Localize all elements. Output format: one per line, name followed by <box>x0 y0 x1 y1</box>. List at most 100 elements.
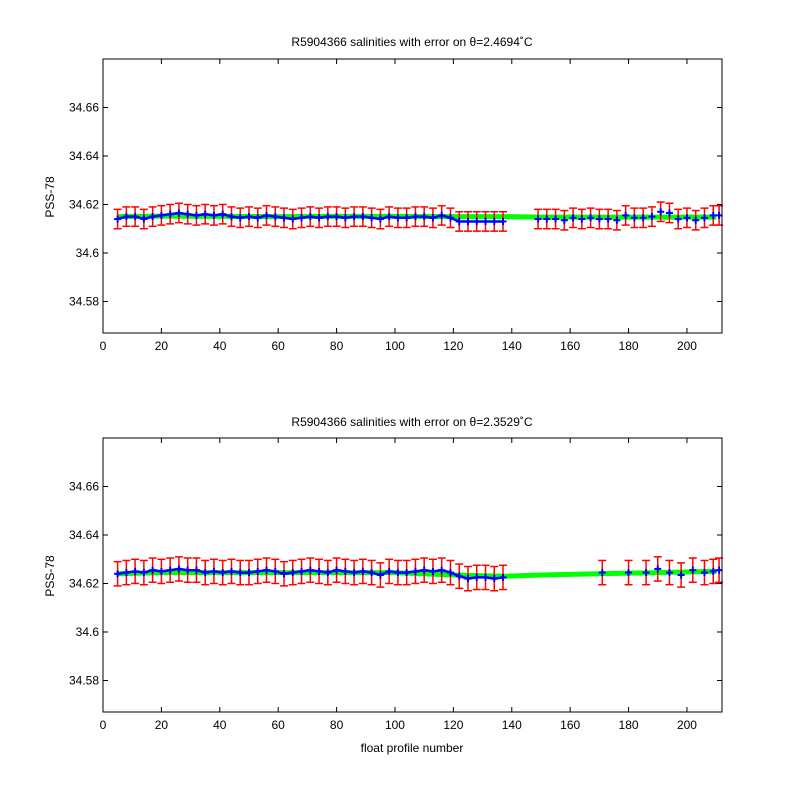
data-point <box>131 213 139 221</box>
data-point <box>403 214 411 222</box>
data-point <box>578 215 586 223</box>
data-point <box>604 215 612 223</box>
data-point <box>350 569 358 577</box>
data-point <box>210 567 218 575</box>
data-point <box>157 567 165 575</box>
data-point <box>543 215 551 223</box>
data-point <box>271 567 279 575</box>
data-point <box>201 569 209 577</box>
plot-frame <box>102 58 723 334</box>
data-point <box>385 567 393 575</box>
data-point <box>131 567 139 575</box>
data-point <box>473 573 481 581</box>
data-point <box>184 210 192 218</box>
data-point <box>350 213 358 221</box>
data-point <box>490 217 498 225</box>
data-point <box>595 215 603 223</box>
axis-ticks: 0 20 40 60 80 100 120 140 160 180 200 34.58 34.6 34.6… <box>69 438 722 732</box>
data-point <box>114 215 122 223</box>
data-point <box>166 210 174 218</box>
data-point <box>376 215 384 223</box>
x-tick-label: 60 <box>272 718 286 732</box>
data-point <box>376 571 384 579</box>
data-point <box>499 217 507 225</box>
y-tick-label: 34.62 <box>69 576 99 590</box>
data-point <box>254 567 262 575</box>
data-point <box>411 567 419 575</box>
axis-ticks: 0 20 40 60 80 100 120 140 160 180 200 34.58 34.6 34.6… <box>69 59 722 353</box>
data-point <box>341 567 349 575</box>
data-point <box>114 570 122 578</box>
x-tick-label: 180 <box>619 718 639 732</box>
data-point <box>552 215 560 223</box>
data-point <box>140 569 148 577</box>
x-tick-label: 120 <box>443 339 463 353</box>
x-tick-label: 160 <box>560 339 580 353</box>
data-point <box>298 214 306 222</box>
data-point <box>263 566 271 574</box>
data-point <box>630 214 638 222</box>
x-tick-label: 0 <box>100 339 107 353</box>
data-point <box>625 569 633 577</box>
data-point <box>622 211 630 219</box>
y-tick-label: 34.58 <box>69 673 99 687</box>
x-axis-label: float profile number <box>361 741 464 755</box>
data-point <box>219 569 227 577</box>
x-tick-label: 200 <box>677 339 697 353</box>
data-point <box>598 569 606 577</box>
data-point <box>455 572 463 580</box>
data-point <box>490 575 498 583</box>
data-point <box>677 571 685 579</box>
data-point <box>201 210 209 218</box>
data-point <box>560 216 568 224</box>
y-tick-label: 34.66 <box>69 100 99 114</box>
data-point <box>254 214 262 222</box>
data-point <box>473 217 481 225</box>
data-point <box>341 214 349 222</box>
x-tick-label: 140 <box>502 718 522 732</box>
data-point <box>420 213 428 221</box>
data-point <box>709 211 717 219</box>
data-point <box>700 569 708 577</box>
plot-frame <box>102 437 723 713</box>
x-tick-label: 40 <box>213 339 227 353</box>
data-point <box>192 566 200 574</box>
data-point <box>315 567 323 575</box>
data-point <box>184 566 192 574</box>
data-point <box>271 213 279 221</box>
data-point <box>709 567 717 575</box>
data-point <box>446 569 454 577</box>
data-point <box>175 209 183 217</box>
data-point <box>368 569 376 577</box>
data-point <box>359 567 367 575</box>
data-point <box>368 214 376 222</box>
data-point <box>569 214 577 222</box>
x-tick-label: 200 <box>677 718 697 732</box>
data-point <box>140 215 148 223</box>
data-point <box>455 217 463 225</box>
data-point <box>642 569 650 577</box>
data-point <box>403 569 411 577</box>
x-tick-label: 80 <box>330 339 344 353</box>
data-point <box>481 573 489 581</box>
data-point <box>438 211 446 219</box>
x-tick-label: 100 <box>385 339 405 353</box>
data-point <box>657 208 665 216</box>
y-tick-label: 34.62 <box>69 197 99 211</box>
data-point <box>715 211 723 219</box>
x-tick-label: 60 <box>272 339 286 353</box>
data-point <box>438 566 446 574</box>
data-point <box>227 567 235 575</box>
chart-title: R5904366 salinities with error on θ=2.46… <box>291 35 532 49</box>
data-point <box>166 566 174 574</box>
x-tick-label: 120 <box>443 718 463 732</box>
data-point <box>683 214 691 222</box>
x-tick-label: 100 <box>385 718 405 732</box>
data-point <box>289 215 297 223</box>
data-point <box>122 213 130 221</box>
data-point <box>280 214 288 222</box>
data-point <box>613 216 621 224</box>
data-point <box>654 565 662 573</box>
x-tick-label: 80 <box>330 718 344 732</box>
